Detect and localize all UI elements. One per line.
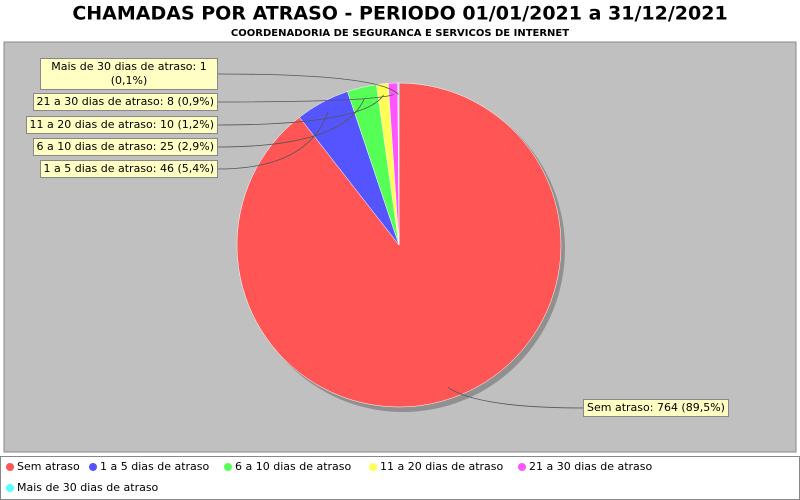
legend-marker bbox=[518, 463, 526, 471]
chart-subtitle: COORDENADORIA DE SEGURANCA E SERVICOS DE… bbox=[231, 28, 569, 39]
legend-marker bbox=[89, 463, 97, 471]
data-label: Mais de 30 dias de atraso: 1 (0,1%) bbox=[40, 58, 218, 90]
legend-label: 11 a 20 dias de atraso bbox=[380, 460, 504, 473]
data-label: 21 a 30 dias de atraso: 8 (0,9%) bbox=[32, 93, 218, 111]
data-label: Sem atraso: 764 (89,5%) bbox=[583, 399, 729, 417]
data-label: 1 a 5 dias de atraso: 46 (5,4%) bbox=[39, 160, 218, 178]
legend-label: 6 a 10 dias de atraso bbox=[235, 460, 352, 473]
label-connector bbox=[217, 73, 399, 95]
legend-label: 21 a 30 dias de atraso bbox=[529, 460, 653, 473]
data-label: 11 a 20 dias de atraso: 10 (1,2%) bbox=[25, 116, 218, 134]
label-connector bbox=[447, 387, 586, 409]
legend-label: Sem atraso bbox=[17, 460, 80, 473]
legend-marker bbox=[224, 463, 232, 471]
legend-marker bbox=[6, 463, 14, 471]
legend-label: 1 a 5 dias de atraso bbox=[100, 460, 210, 473]
label-connector bbox=[217, 94, 384, 126]
chart-title: CHAMADAS POR ATRASO - PERIODO 01/01/2021… bbox=[72, 3, 727, 25]
label-connector bbox=[217, 112, 329, 170]
legend-box bbox=[0, 456, 800, 500]
legend-marker bbox=[369, 463, 377, 471]
label-connector bbox=[217, 98, 365, 148]
legend-label: Mais de 30 dias de atraso bbox=[17, 481, 159, 494]
data-label: 6 a 10 dias de atraso: 25 (2,9%) bbox=[32, 138, 218, 156]
label-connector bbox=[217, 94, 394, 103]
legend-marker bbox=[6, 484, 14, 492]
pie-slice bbox=[397, 82, 400, 246]
